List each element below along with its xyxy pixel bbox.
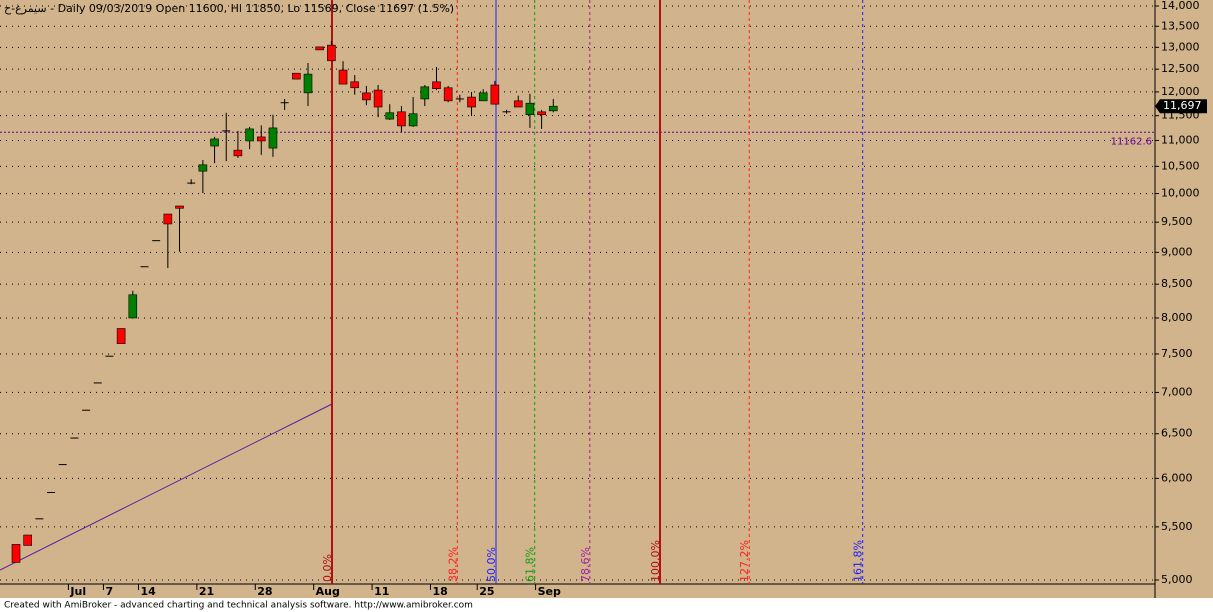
fib-label: 78.6% — [579, 547, 592, 582]
candle-body — [327, 44, 336, 62]
candle-body — [490, 84, 500, 105]
candle-body — [548, 105, 558, 112]
candle-body — [268, 127, 278, 149]
fib-label: 161.8% — [852, 540, 865, 582]
candle-body — [397, 111, 406, 127]
candle-body — [198, 164, 208, 172]
last-price-label: 11,697 — [1163, 99, 1202, 112]
y-tick-label: 12,500 — [1161, 62, 1200, 75]
y-tick-label: 7,000 — [1161, 385, 1193, 398]
x-tick-label: 7 — [105, 585, 113, 598]
fib-label: 50.0% — [485, 547, 498, 582]
candle-body — [525, 102, 535, 115]
candle-body — [256, 136, 266, 142]
y-tick-label: 6,000 — [1161, 471, 1193, 484]
x-tick-label: 14 — [140, 585, 156, 598]
y-tick-label: 5,000 — [1161, 573, 1193, 586]
y-tick-label: 11,000 — [1161, 133, 1200, 146]
candle-body — [315, 46, 324, 51]
candle-body — [443, 87, 453, 102]
candle-body — [362, 92, 371, 101]
candle-body — [23, 534, 32, 546]
footer-background — [0, 598, 1213, 612]
x-tick-label: Aug — [316, 585, 340, 598]
candle-body — [478, 92, 488, 102]
y-tick-label: 12,000 — [1161, 85, 1200, 98]
x-tick-label: Jul — [69, 585, 86, 598]
x-tick-label: 28 — [257, 585, 272, 598]
last-price-box — [1155, 99, 1207, 114]
fib-label: 38.2% — [446, 547, 459, 582]
candle-body — [373, 89, 383, 108]
candle-body — [163, 213, 173, 225]
chart-title: سیمرغ-ح - Daily 09/03/2019 Open 11600, H… — [4, 2, 454, 15]
y-tick-label: 13,500 — [1161, 19, 1200, 32]
fib-label: 100.0% — [649, 540, 662, 582]
y-tick-label: 13,000 — [1161, 40, 1200, 53]
y-tick-label: 5,500 — [1161, 520, 1193, 533]
fib-label: 61.8% — [524, 547, 537, 582]
candle-body — [292, 72, 301, 80]
candle-body — [128, 294, 138, 319]
candle-body — [11, 544, 21, 563]
y-tick-label: 14,000 — [1161, 0, 1200, 12]
footer: Created with AmiBroker - advanced charti… — [4, 601, 473, 611]
x-tick-label: 21 — [199, 585, 214, 598]
candle-body — [245, 128, 254, 142]
candle-body — [175, 205, 184, 209]
fib-label: 127.2% — [738, 540, 751, 582]
candle-body — [513, 100, 523, 108]
reference-label: 11162.6 — [1111, 136, 1152, 147]
x-tick-label: 18 — [432, 585, 447, 598]
candle-body — [537, 111, 546, 115]
y-tick-label: 9,500 — [1161, 215, 1193, 228]
candle-body — [338, 69, 348, 85]
x-tick-label: 11 — [374, 585, 389, 598]
background — [0, 0, 1213, 598]
candles — [11, 40, 558, 563]
y-tick-label: 8,500 — [1161, 277, 1193, 290]
candle-body — [303, 73, 313, 94]
y-tick-label: 10,500 — [1161, 159, 1200, 172]
candle-body — [420, 86, 430, 100]
candle-body — [116, 328, 126, 344]
candle-body — [432, 81, 441, 89]
grid — [0, 5, 1159, 581]
candle-body — [210, 138, 219, 147]
x-tick-label: Sep — [538, 585, 561, 598]
y-tick-label: 9,000 — [1161, 245, 1193, 258]
candle-body — [233, 149, 243, 157]
y-tick-label: 10,000 — [1161, 187, 1200, 200]
candle-body — [350, 81, 360, 89]
trend-line — [0, 403, 333, 571]
y-tick-label: 8,000 — [1161, 311, 1193, 324]
candle-body — [385, 112, 395, 120]
y-tick-label: 6,500 — [1161, 427, 1193, 440]
x-tick-label: 25 — [479, 585, 494, 598]
candle-body — [408, 113, 418, 127]
fib-label: 0.0% — [321, 554, 334, 582]
candle-body — [467, 96, 476, 108]
y-tick-label: 7,500 — [1161, 347, 1193, 360]
